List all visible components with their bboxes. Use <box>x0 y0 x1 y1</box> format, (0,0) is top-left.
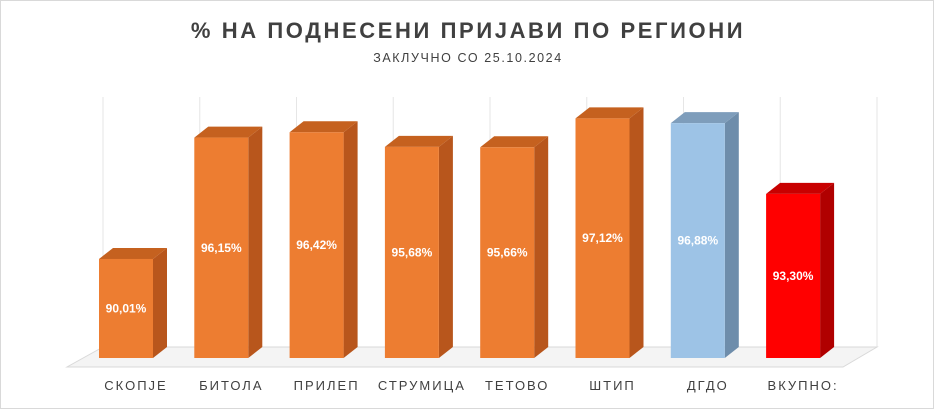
bar-2 <box>194 126 263 358</box>
data-label: 90,01% <box>106 301 147 315</box>
data-label: 97,12% <box>582 231 623 245</box>
bar-side <box>629 107 644 358</box>
bar-front <box>766 193 821 358</box>
bar-side <box>724 112 739 358</box>
x-tick-label: ПРИЛЕП <box>294 378 360 393</box>
data-label: 93,30% <box>773 269 814 283</box>
bar-side <box>534 136 549 358</box>
bar-6 <box>575 107 644 359</box>
data-label: 96,42% <box>296 238 337 252</box>
bar-3 <box>289 121 358 358</box>
data-label: 96,15% <box>201 241 242 255</box>
chart-floor <box>65 346 879 368</box>
bar-front <box>289 132 344 358</box>
bar-side <box>153 247 167 358</box>
x-tick-label: ВКУПНО: <box>768 378 839 393</box>
bar-side <box>343 121 358 358</box>
data-label: 96,88% <box>677 234 718 248</box>
bar-4 <box>384 135 453 358</box>
chart-title: % НА ПОДНЕСЕНИ ПРИЈАВИ ПО РЕГИОНИ <box>190 18 746 43</box>
bar-front <box>670 123 725 358</box>
bar-top <box>480 136 549 148</box>
bar-1 <box>99 247 167 358</box>
bar-top <box>575 107 644 119</box>
x-tick-label: ДГДО <box>687 378 729 393</box>
x-tick-label: СТРУМИЦА <box>378 378 466 393</box>
bar-front <box>575 118 630 359</box>
bar-front <box>99 258 153 358</box>
x-tick-label: ТЕТОВО <box>485 378 549 393</box>
x-tick-label: ШТИП <box>589 378 636 393</box>
bar-8 <box>766 182 835 358</box>
bar-top <box>670 112 739 124</box>
bar-top <box>99 247 167 259</box>
bar-top <box>289 121 358 133</box>
x-tick-label: СКОПЈЕ <box>104 378 167 393</box>
bar-top <box>384 135 453 147</box>
bar-front <box>384 146 439 358</box>
bar-side <box>438 135 453 358</box>
bar-side <box>820 182 835 358</box>
data-label: 95,66% <box>487 246 528 260</box>
data-label: 95,68% <box>392 245 433 259</box>
bar-top <box>194 126 263 138</box>
bar-top <box>766 182 835 194</box>
bar-5 <box>480 136 549 358</box>
chart-subtitle: ЗАКЛУЧНО СО 25.10.2024 <box>373 51 563 65</box>
bar-7 <box>670 112 739 358</box>
x-tick-label: БИТОЛА <box>199 378 263 393</box>
bar-front <box>194 137 249 358</box>
bar-front <box>480 147 535 358</box>
bar-side <box>248 126 263 358</box>
